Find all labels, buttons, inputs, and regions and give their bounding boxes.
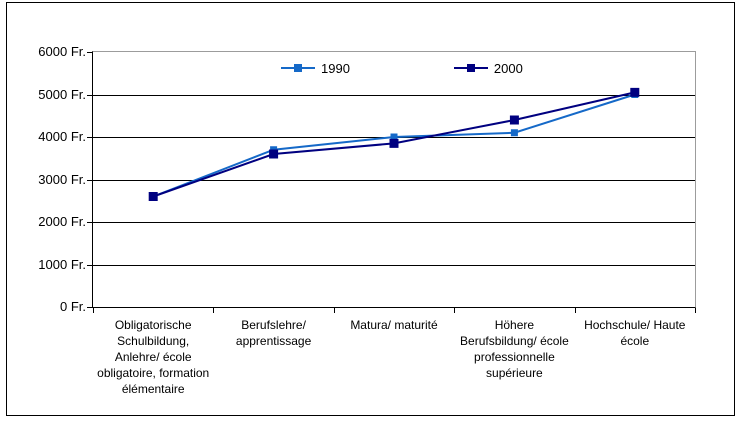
y-axis-tick: [87, 222, 93, 223]
legend-square-1990: [294, 64, 302, 72]
x-axis-tick: [213, 308, 214, 313]
data-point-1990: [510, 129, 518, 137]
x-axis-label: Berufslehre/ apprentissage: [235, 318, 312, 348]
y-axis-tick: [87, 95, 93, 96]
data-point-2000: [148, 192, 158, 201]
data-point-2000: [630, 87, 640, 97]
x-axis-label: Obligatorische Schulbildung, Anlehre/ éc…: [97, 318, 210, 396]
y-axis-label: 0 Fr.: [59, 299, 86, 314]
y-axis-label: 5000 Fr.: [38, 86, 86, 102]
y-axis-tick: [87, 180, 93, 181]
x-axis-tick: [93, 308, 94, 313]
x-axis-label: Matura/ maturité: [350, 318, 438, 332]
x-axis-tick: [695, 308, 696, 313]
x-axis-tick: [454, 308, 455, 313]
legend-label-2000: 2000: [493, 60, 523, 76]
legend-label-1990: 1990: [321, 60, 350, 76]
y-axis-label: 2000 Fr.: [38, 214, 86, 229]
legend-marker-1990: [281, 64, 315, 72]
y-axis-label: 4000 Fr.: [38, 129, 86, 144]
data-point-2000: [509, 115, 519, 125]
legend-square-2000: [466, 64, 475, 72]
y-axis-tick: [87, 307, 93, 308]
x-axis-label: Hochschule/ Haute école: [584, 318, 686, 348]
plot-area: [92, 51, 696, 308]
chart-legend: 1990 2000: [281, 59, 523, 77]
legend-marker-2000: [453, 64, 488, 72]
y-axis-tick: [87, 52, 93, 53]
y-axis-tick: [87, 137, 93, 138]
y-axis-label: 6000 Fr.: [38, 44, 86, 59]
plot-svg: [93, 87, 695, 266]
y-axis-label: 3000 Fr.: [38, 171, 86, 187]
y-axis-label: 1000 Fr.: [38, 256, 86, 272]
x-axis-tick: [334, 308, 335, 313]
legend-entry-1990: 1990: [281, 61, 350, 76]
data-point-2000: [389, 138, 399, 148]
data-point-1990: [390, 133, 398, 141]
x-axis-label: Höhere Berufsbildung/ école professionne…: [460, 318, 569, 380]
legend-entry-2000: 2000: [453, 60, 523, 76]
y-axis-tick: [87, 265, 93, 266]
data-point-2000: [269, 149, 279, 159]
x-axis-tick: [575, 308, 576, 313]
